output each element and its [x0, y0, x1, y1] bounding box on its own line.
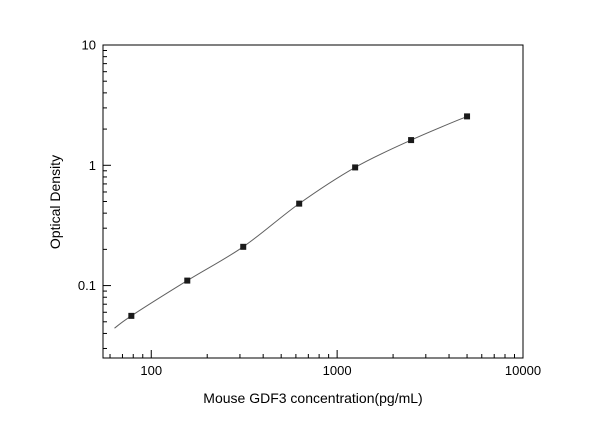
axis-ticks — [103, 44, 524, 358]
data-points — [128, 113, 471, 319]
data-point-marker — [184, 277, 191, 284]
data-point-marker — [408, 137, 415, 144]
data-point-marker — [296, 200, 303, 207]
fit-curve — [114, 115, 468, 329]
x-tick-label: 100 — [140, 363, 162, 378]
y-tick-label: 1 — [89, 158, 96, 173]
y-tick-label: 0.1 — [78, 278, 96, 293]
data-point-marker — [464, 113, 471, 120]
y-axis-label: Optical Density — [47, 154, 63, 250]
x-tick-label: 1000 — [323, 363, 352, 378]
x-axis-label: Mouse GDF3 concentration(pg/mL) — [203, 390, 423, 406]
data-point-marker — [352, 164, 359, 171]
data-point-marker — [128, 312, 135, 319]
tick-labels: 100 1000 10000 0.1 1 10 — [78, 38, 541, 379]
plot-frame — [102, 44, 524, 359]
y-tick-label: 10 — [82, 38, 96, 53]
x-tick-label: 10000 — [505, 363, 541, 378]
data-point-marker — [240, 243, 247, 250]
